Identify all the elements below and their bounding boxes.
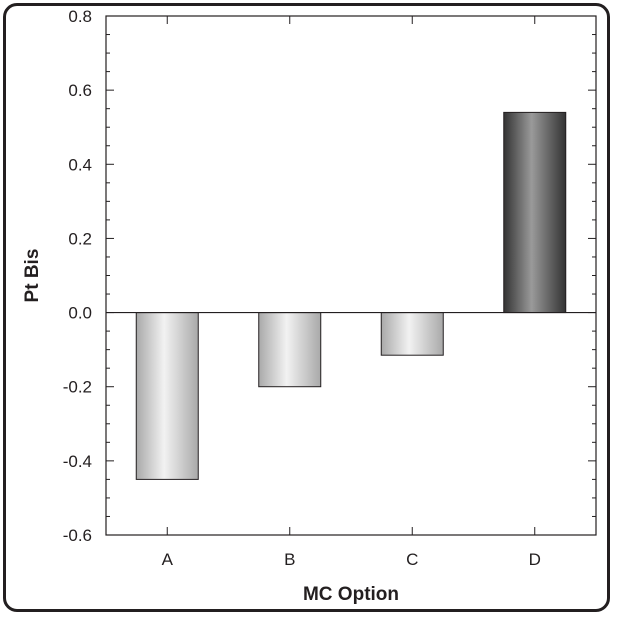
x-tick-label-d: D (529, 550, 541, 569)
axes-group: -0.6 -0.4 -0.2 0.0 0.2 0.4 0.6 0.8 A B C D (63, 7, 596, 569)
y-tick-label: 0.2 (68, 229, 92, 248)
bar-d (503, 111, 567, 314)
x-tick-label-b: B (284, 550, 295, 569)
bar-a (135, 312, 199, 480)
y-tick-label: 0.0 (68, 304, 92, 323)
y-tick-label: 0.4 (68, 155, 92, 174)
x-tick-label-c: C (406, 550, 418, 569)
y-tick-label: 0.8 (68, 7, 92, 26)
y-tick-label: -0.2 (63, 378, 92, 397)
x-tick-label-a: A (162, 550, 174, 569)
y-tick-label: -0.4 (63, 452, 92, 471)
y-axis-title: Pt Bis (22, 249, 43, 303)
y-tick-label: 0.6 (68, 81, 92, 100)
bar-c (380, 312, 444, 356)
y-tick-label: -0.6 (63, 526, 92, 545)
x-axis-title: MC Option (303, 584, 399, 605)
bar-b (258, 312, 322, 388)
